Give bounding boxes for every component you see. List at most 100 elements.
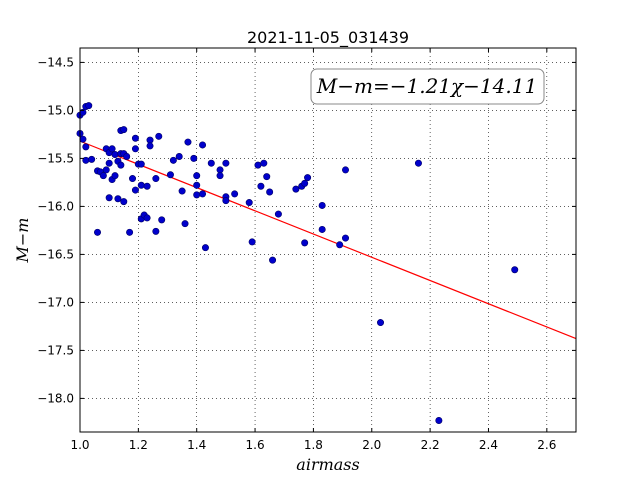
x-tick-label: 1.0 — [70, 438, 89, 452]
x-tick-label: 2.2 — [421, 438, 440, 452]
data-point — [126, 228, 134, 236]
data-point — [248, 238, 256, 246]
data-point — [175, 152, 183, 160]
y-tick-label: −17.5 — [37, 343, 74, 357]
data-point — [222, 197, 230, 205]
data-point — [166, 171, 174, 179]
data-point — [301, 239, 309, 247]
data-point — [111, 172, 119, 180]
y-tick-label: −15.5 — [37, 151, 74, 165]
data-point — [85, 102, 93, 110]
data-point — [377, 319, 385, 327]
data-point — [102, 166, 110, 174]
data-point — [88, 155, 96, 163]
data-point — [190, 154, 198, 162]
data-point — [257, 182, 265, 190]
data-point — [216, 166, 224, 174]
grid-lines — [79, 48, 576, 432]
x-tick-label: 2.0 — [362, 438, 381, 452]
x-tick-label: 1.8 — [304, 438, 323, 452]
data-point — [304, 174, 312, 182]
data-point — [263, 173, 271, 181]
data-point — [123, 152, 131, 160]
data-point — [146, 136, 154, 144]
x-tick-label: 1.2 — [129, 438, 148, 452]
y-tick-label: −18.0 — [37, 391, 74, 405]
data-point — [207, 159, 215, 167]
data-point — [152, 175, 160, 183]
data-point — [108, 145, 116, 153]
data-point — [193, 172, 201, 180]
data-point — [111, 151, 119, 159]
axis-ticks: 1.0 1.2 1.4 1.6 1.8 2.0 2.2 2.4 2.6 −14.5 −15.0 −15… — [37, 48, 576, 452]
data-point — [105, 159, 113, 167]
data-point — [292, 185, 300, 193]
fit-equation-text: M−m=−1.21χ−14.11 — [316, 74, 537, 98]
x-tick-label: 2.4 — [479, 438, 498, 452]
data-point — [336, 241, 344, 249]
data-point — [266, 188, 274, 196]
data-point — [193, 181, 201, 189]
data-point — [158, 216, 166, 224]
data-point — [260, 159, 268, 167]
data-point — [146, 142, 154, 150]
data-point — [222, 159, 230, 167]
data-point — [169, 156, 177, 164]
y-tick-label: −16.5 — [37, 247, 74, 261]
data-point — [82, 143, 90, 151]
data-point — [342, 166, 350, 174]
y-tick-label: −16.0 — [37, 199, 74, 213]
y-tick-label: −14.5 — [37, 55, 74, 69]
data-point — [94, 228, 102, 236]
x-axis-label: airmass — [296, 455, 359, 474]
fit-annotation-box: M−m=−1.21χ−14.11 — [310, 68, 545, 105]
chart-title: 2021-11-05_031439 — [247, 28, 409, 48]
data-point — [318, 225, 326, 233]
data-point — [178, 187, 186, 195]
data-point — [301, 179, 309, 187]
data-point — [201, 244, 209, 252]
data-point — [131, 145, 139, 153]
data-points — [76, 102, 519, 424]
y-axis-label: M−m — [13, 218, 32, 264]
data-point — [105, 194, 113, 202]
data-point — [143, 182, 151, 190]
data-point — [120, 126, 128, 134]
data-point — [269, 256, 277, 264]
data-point — [435, 416, 443, 424]
y-tick-label: −17.0 — [37, 295, 74, 309]
data-point — [254, 161, 262, 169]
data-point — [99, 172, 107, 180]
x-tick-label: 2.6 — [537, 438, 556, 452]
data-point — [199, 141, 207, 149]
data-point — [184, 138, 192, 146]
data-point — [117, 161, 125, 169]
fit-line — [79, 140, 577, 340]
data-point — [216, 172, 224, 180]
data-point — [129, 175, 137, 183]
data-point — [318, 201, 326, 209]
data-point — [414, 159, 422, 167]
data-point — [181, 220, 189, 228]
data-point — [342, 234, 350, 242]
data-point — [131, 186, 139, 194]
plot-frame — [79, 47, 577, 433]
data-point — [231, 190, 239, 198]
data-point — [120, 198, 128, 206]
data-point — [511, 266, 519, 274]
data-point — [245, 199, 253, 207]
data-point — [131, 134, 139, 142]
data-point — [274, 210, 282, 218]
x-tick-label: 1.6 — [246, 438, 265, 452]
data-point — [193, 191, 201, 199]
data-point — [152, 227, 160, 235]
data-point — [199, 190, 207, 198]
x-tick-label: 1.4 — [187, 438, 206, 452]
data-point — [143, 214, 151, 222]
fit-line-layer — [79, 140, 577, 340]
data-point — [137, 181, 145, 189]
data-point — [79, 135, 87, 143]
data-point — [114, 195, 122, 203]
annotation-box-border — [310, 68, 545, 105]
